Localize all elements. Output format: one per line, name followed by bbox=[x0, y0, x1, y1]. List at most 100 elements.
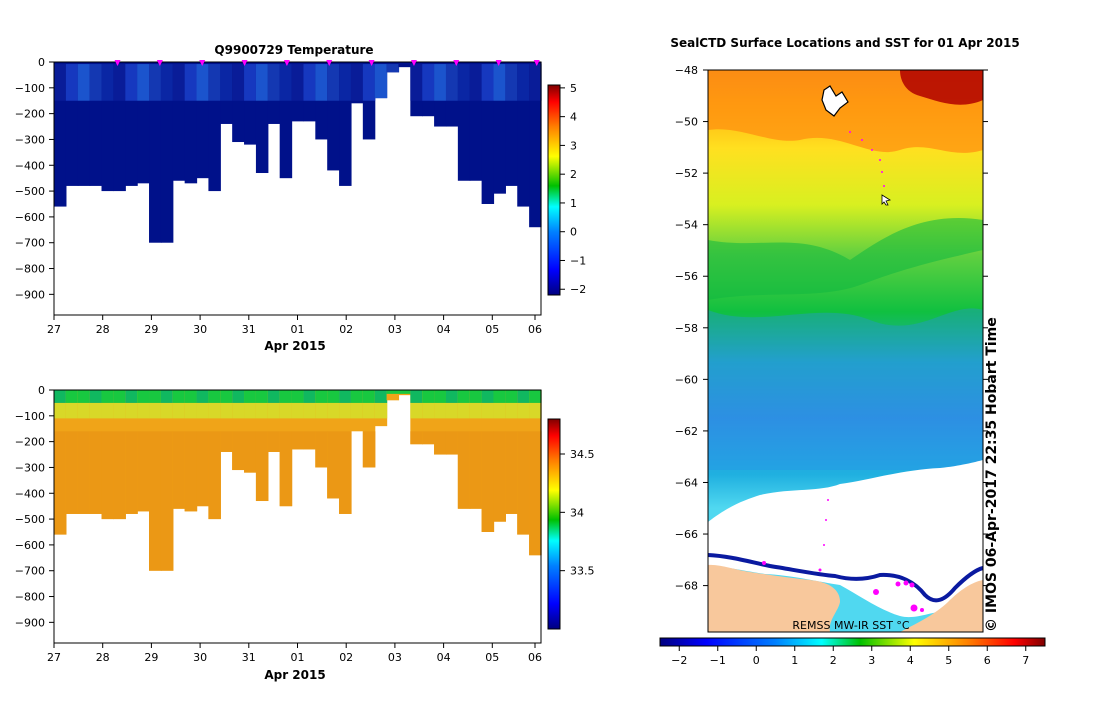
y-tick-label: −600 bbox=[15, 539, 45, 552]
temperature-colorbar-ticks: 5 4 3 2 1 0 −1 −2 bbox=[560, 82, 586, 296]
temperature-warm-layer bbox=[457, 64, 471, 101]
y-tick-label: −700 bbox=[15, 565, 45, 578]
salinity-transition-layer bbox=[65, 402, 79, 419]
salinity-profile-column bbox=[386, 390, 400, 401]
temperature-warm-layer bbox=[469, 64, 483, 101]
salinity-transition-layer bbox=[457, 402, 471, 419]
track-point bbox=[871, 149, 873, 151]
temperature-warm-layer bbox=[137, 64, 150, 101]
salinity-deep-layer bbox=[505, 431, 518, 514]
salinity-colorbar bbox=[547, 418, 561, 630]
lat-tick-label: −50 bbox=[675, 116, 698, 129]
sst-colorbar-tick-label: 2 bbox=[830, 654, 837, 667]
salinity-transition-layer bbox=[255, 402, 269, 419]
salinity-surface-layer bbox=[303, 390, 316, 403]
temperature-warm-layer bbox=[160, 64, 174, 101]
track-point bbox=[873, 589, 879, 595]
colorbar-tick-label: 2 bbox=[570, 168, 577, 181]
y-tick-label: −900 bbox=[15, 288, 45, 301]
salinity-deep-layer bbox=[208, 431, 221, 520]
salinity-deep-layer bbox=[279, 431, 293, 507]
salinity-deep-layer bbox=[291, 431, 305, 450]
salinity-transition-layer bbox=[517, 402, 530, 419]
temperature-warm-layer bbox=[54, 64, 67, 101]
temperature-warm-layer bbox=[362, 64, 376, 101]
x-tick-label: 31 bbox=[242, 651, 256, 664]
x-tick-label: 28 bbox=[96, 323, 110, 336]
salinity-surface-layer bbox=[101, 390, 114, 403]
salinity-surface-layer bbox=[244, 390, 257, 403]
salinity-y-axis: 0 −100 −200 −300 −400 −500 −600 −700 −800 −900 bbox=[15, 384, 54, 629]
x-tick-label: 02 bbox=[339, 651, 353, 664]
salinity-transition-layer bbox=[172, 402, 186, 419]
lat-tick-label: −60 bbox=[675, 373, 698, 386]
salinity-surface-layer bbox=[445, 390, 459, 403]
salinity-surface-layer bbox=[196, 390, 210, 403]
track-point bbox=[827, 499, 829, 501]
salinity-surface-layer bbox=[422, 390, 435, 403]
track-point bbox=[920, 608, 924, 612]
temperature-warm-layer bbox=[422, 64, 435, 101]
y-tick-label: −400 bbox=[15, 159, 45, 172]
temperature-x-axis: 27 28 29 30 31 01 02 03 04 05 06 bbox=[47, 315, 542, 336]
sst-colorbar-tick-label: 0 bbox=[753, 654, 760, 667]
track-point bbox=[910, 604, 918, 612]
x-tick-label: 03 bbox=[388, 651, 402, 664]
imos-watermark: © IMOS 06-Apr-2017 22:35 Hobart Time bbox=[984, 317, 1000, 632]
temperature-warm-layer bbox=[172, 64, 186, 101]
colorbar-tick-label: −2 bbox=[570, 283, 586, 296]
temperature-warm-layer bbox=[303, 64, 316, 101]
salinity-transition-layer bbox=[89, 402, 103, 419]
profile-marker bbox=[156, 60, 163, 66]
sst-colorbar-tick-label: 6 bbox=[984, 654, 991, 667]
salinity-surface-layer bbox=[125, 390, 138, 403]
x-tick-label: 27 bbox=[47, 323, 61, 336]
y-tick-label: −800 bbox=[15, 263, 45, 276]
profile-marker bbox=[368, 60, 375, 66]
profile-marker bbox=[241, 60, 248, 66]
temperature-warm-layer bbox=[65, 64, 79, 101]
salinity-transition-layer bbox=[160, 402, 174, 419]
salinity-surface-layer bbox=[493, 390, 506, 403]
sst-map-title: SealCTD Surface Locations and SST for 01… bbox=[670, 36, 1019, 50]
salinity-deep-layer bbox=[267, 431, 281, 452]
sst-colorbar-tick-label: 7 bbox=[1022, 654, 1029, 667]
temperature-profile-column bbox=[398, 62, 411, 68]
salinity-transition-layer bbox=[434, 402, 447, 419]
salinity-surface-layer bbox=[232, 390, 245, 403]
temperature-warm-layer bbox=[184, 64, 198, 101]
temperature-warm-layer bbox=[410, 64, 423, 101]
temperature-section-cells bbox=[54, 62, 542, 243]
salinity-transition-layer bbox=[529, 402, 542, 419]
salinity-transition-layer bbox=[362, 402, 376, 419]
x-tick-label: 01 bbox=[291, 323, 305, 336]
track-point bbox=[762, 561, 766, 565]
temperature-warm-layer bbox=[232, 64, 245, 101]
salinity-deep-layer bbox=[244, 431, 257, 473]
profile-markers bbox=[114, 60, 540, 66]
salinity-surface-layer bbox=[327, 390, 340, 403]
salinity-transition-layer bbox=[481, 402, 495, 419]
salinity-surface-layer bbox=[267, 390, 281, 403]
temperature-colorbar bbox=[547, 84, 561, 296]
x-tick-label: 05 bbox=[485, 323, 499, 336]
antarctic-land-west bbox=[708, 564, 840, 632]
sst-hot-zone bbox=[900, 70, 983, 105]
lat-tick-label: −62 bbox=[675, 425, 698, 438]
temperature-warm-layer bbox=[291, 64, 305, 101]
y-tick-label: −200 bbox=[15, 436, 45, 449]
temperature-warm-layer bbox=[350, 64, 364, 101]
track-point bbox=[909, 582, 915, 588]
salinity-transition-layer bbox=[113, 402, 126, 419]
salinity-deep-layer bbox=[315, 431, 328, 468]
salinity-deep-layer bbox=[517, 431, 530, 535]
salinity-surface-layer bbox=[339, 390, 352, 403]
salinity-section-cells bbox=[54, 390, 542, 571]
salinity-transition-layer bbox=[505, 402, 518, 419]
x-tick-label: 03 bbox=[388, 323, 402, 336]
lat-tick-label: −48 bbox=[675, 64, 698, 77]
salinity-deep-layer bbox=[445, 431, 459, 455]
salinity-deep-layer bbox=[184, 431, 198, 512]
temperature-warm-layer bbox=[208, 64, 221, 101]
